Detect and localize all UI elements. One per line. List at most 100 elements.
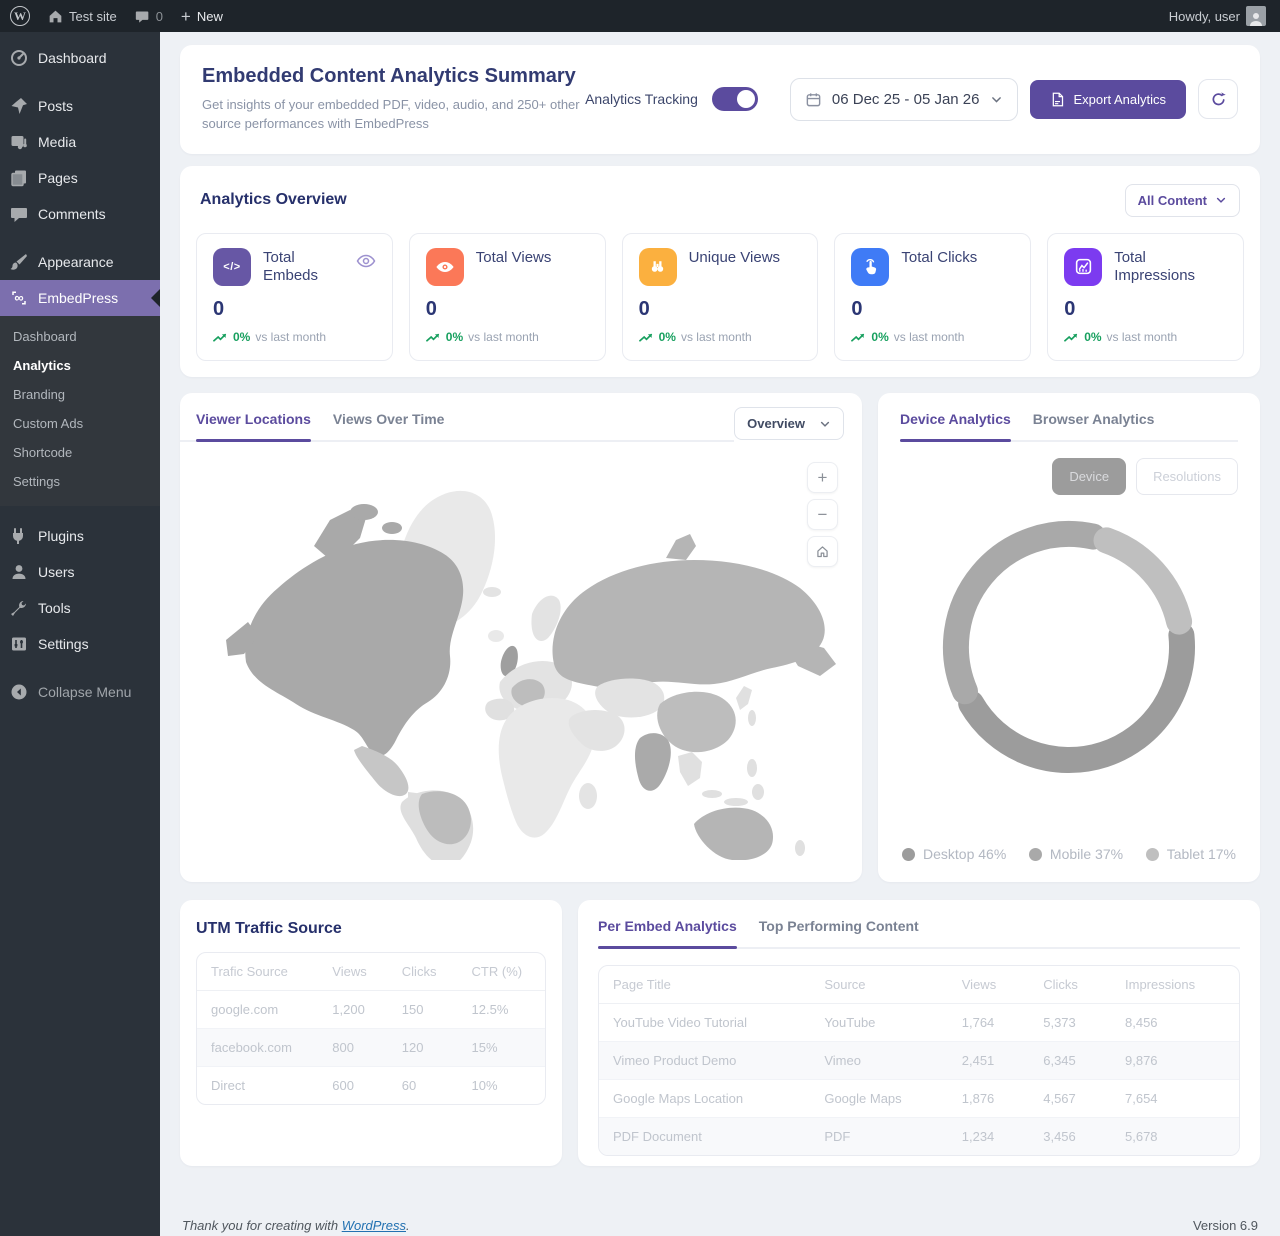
- code-icon: </>: [213, 248, 251, 286]
- table-cell: 120: [388, 1029, 458, 1067]
- table-cell: 5,373: [1029, 1004, 1111, 1042]
- analytics-tracking-label: Analytics Tracking: [585, 91, 698, 107]
- sidebar-item-label: Dashboard: [38, 50, 107, 66]
- active-menu-arrow: [151, 289, 160, 307]
- tab-per-embed-analytics[interactable]: Per Embed Analytics: [598, 918, 737, 947]
- table-header-row: Page TitleSourceViewsClicksImpressions: [599, 966, 1239, 1004]
- tab-views-over-time[interactable]: Views Over Time: [333, 411, 445, 440]
- table-row: Vimeo Product DemoVimeo2,4516,3459,876: [599, 1042, 1239, 1080]
- world-map: [180, 450, 862, 860]
- stat-card-total-views: Total Views 0 0% vs last month: [409, 233, 606, 362]
- tab-viewer-locations[interactable]: Viewer Locations: [196, 411, 311, 440]
- table-cell: 1,234: [948, 1118, 1029, 1156]
- users-icon: [10, 563, 28, 581]
- submenu-item-custom-ads[interactable]: Custom Ads: [0, 409, 160, 438]
- device-toggle-button[interactable]: Device: [1052, 458, 1126, 495]
- utm-title: UTM Traffic Source: [196, 920, 546, 938]
- stat-card-total-impressions: Total Impressions 0 0% vs last month: [1047, 233, 1244, 362]
- sidebar-item-pages[interactable]: Pages: [0, 160, 160, 196]
- sidebar-item-settings[interactable]: Settings: [0, 626, 160, 662]
- sidebar-item-label: Posts: [38, 98, 73, 114]
- analytics-tracking-toggle[interactable]: [712, 87, 758, 111]
- sidebar-item-comments[interactable]: Comments: [0, 196, 160, 232]
- table-cell: 600: [318, 1067, 388, 1105]
- stat-title: Unique Views: [689, 248, 802, 268]
- sidebar-item-embedpress[interactable]: ∞ EmbedPress: [0, 280, 160, 316]
- watch-eye-icon[interactable]: [356, 248, 376, 273]
- trend-up-icon: [426, 331, 441, 343]
- submenu-item-analytics[interactable]: Analytics: [0, 351, 160, 380]
- analytics-overview-card: Analytics Overview All Content </> Total…: [180, 166, 1260, 378]
- date-range-picker[interactable]: 06 Dec 25 - 05 Jan 26: [790, 78, 1018, 121]
- main-content: Embedded Content Analytics Summary Get i…: [160, 32, 1280, 1236]
- person-icon: [1248, 11, 1264, 26]
- home-icon: [815, 544, 830, 559]
- stat-card-total-clicks: Total Clicks 0 0% vs last month: [834, 233, 1031, 362]
- table-cell: PDF Document: [599, 1118, 810, 1156]
- collapse-menu-button[interactable]: Collapse Menu: [0, 674, 160, 710]
- map-zoom-out-button[interactable]: −: [807, 499, 838, 530]
- footer-period: .: [406, 1218, 410, 1233]
- legend-label: Tablet 17%: [1167, 846, 1236, 862]
- sidebar-item-media[interactable]: Media: [0, 124, 160, 160]
- table-cell: YouTube Video Tutorial: [599, 1004, 810, 1042]
- column-header: Views: [318, 953, 388, 991]
- howdy-user-menu[interactable]: Howdy, user: [1169, 6, 1266, 26]
- sidebar-item-appearance[interactable]: Appearance: [0, 244, 160, 280]
- tab-browser-analytics[interactable]: Browser Analytics: [1033, 411, 1155, 440]
- dashboard-icon: [10, 49, 28, 67]
- wordpress-link[interactable]: WordPress: [342, 1218, 406, 1233]
- menu-separator: [0, 76, 160, 88]
- new-button[interactable]: + New: [181, 8, 223, 25]
- submenu-item-branding[interactable]: Branding: [0, 380, 160, 409]
- trend-up-icon: [1064, 331, 1079, 343]
- table-row: YouTube Video TutorialYouTube1,7645,3738…: [599, 1004, 1239, 1042]
- site-name-link[interactable]: Test site: [48, 9, 117, 24]
- stat-value: 0: [1064, 298, 1227, 321]
- wordpress-logo-icon[interactable]: W: [10, 6, 30, 26]
- map-home-button[interactable]: [807, 536, 838, 567]
- sidebar-item-plugins[interactable]: Plugins: [0, 518, 160, 554]
- export-analytics-button[interactable]: Export Analytics: [1030, 80, 1187, 119]
- donut-segment-desktop: [971, 635, 1182, 760]
- device-tabs: Device Analytics Browser Analytics: [900, 411, 1238, 442]
- device-donut-chart: [900, 497, 1238, 803]
- stat-title: Total Clicks: [901, 248, 1014, 268]
- howdy-label: Howdy, user: [1169, 9, 1240, 24]
- sidebar-item-label: Tools: [38, 600, 71, 616]
- trend-up-icon: [639, 331, 654, 343]
- wrench-icon: [10, 599, 28, 617]
- map-overview-dropdown[interactable]: Overview: [734, 407, 844, 440]
- legend-dot: [1146, 848, 1159, 861]
- resolutions-toggle-button[interactable]: Resolutions: [1136, 458, 1238, 495]
- menu-separator: [0, 506, 160, 518]
- map-zoom-in-button[interactable]: +: [807, 462, 838, 493]
- comments-shortcut[interactable]: 0: [135, 9, 163, 24]
- chevron-down-icon: [990, 93, 1003, 106]
- export-label: Export Analytics: [1074, 92, 1167, 107]
- page-title: Embedded Content Analytics Summary: [202, 65, 585, 88]
- sidebar-item-posts[interactable]: Posts: [0, 88, 160, 124]
- stat-value: 0: [213, 298, 376, 321]
- submenu-item-dashboard[interactable]: Dashboard: [0, 322, 160, 351]
- submenu-item-settings[interactable]: Settings: [0, 467, 160, 496]
- tab-top-performing-content[interactable]: Top Performing Content: [759, 918, 919, 947]
- sidebar-item-dashboard[interactable]: Dashboard: [0, 40, 160, 76]
- world-map-container[interactable]: + −: [180, 450, 862, 860]
- plugin-icon: [10, 527, 28, 545]
- sidebar-item-users[interactable]: Users: [0, 554, 160, 590]
- eye-icon: [426, 248, 464, 286]
- sliders-icon: [10, 635, 28, 653]
- sidebar-item-tools[interactable]: Tools: [0, 590, 160, 626]
- table-cell: google.com: [197, 991, 318, 1029]
- legend-dot: [1029, 848, 1042, 861]
- legend-label: Desktop 46%: [923, 846, 1006, 862]
- summary-header-card: Embedded Content Analytics Summary Get i…: [180, 45, 1260, 154]
- all-content-dropdown[interactable]: All Content: [1125, 184, 1240, 217]
- calendar-icon: [805, 91, 822, 108]
- submenu-item-shortcode[interactable]: Shortcode: [0, 438, 160, 467]
- refresh-button[interactable]: [1198, 79, 1238, 119]
- table-cell: 3,456: [1029, 1118, 1111, 1156]
- tab-device-analytics[interactable]: Device Analytics: [900, 411, 1011, 440]
- per-embed-analytics-card: Per Embed Analytics Top Performing Conte…: [578, 900, 1260, 1166]
